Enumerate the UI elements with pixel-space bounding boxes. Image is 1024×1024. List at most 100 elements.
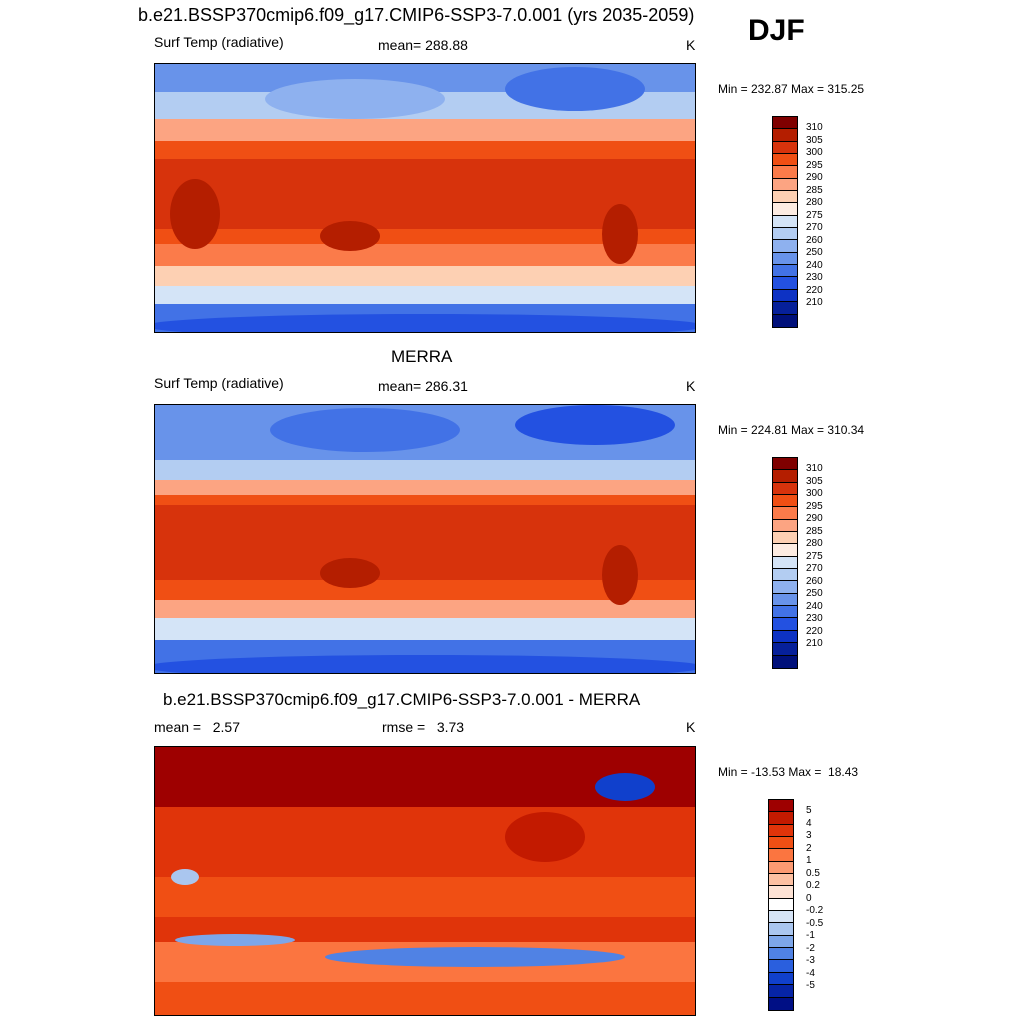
panel-3-north-america-warm: [505, 812, 585, 862]
colorbar-swatch: [769, 861, 793, 875]
colorbar-tick-label: 305: [806, 475, 823, 487]
panel-3-map: [154, 746, 696, 1016]
panel-3-colorbar: [768, 799, 794, 1011]
colorbar-swatch: [773, 265, 797, 278]
colorbar-tick-label: 210: [806, 297, 823, 309]
colorbar-tick-label: 0.2: [806, 880, 820, 892]
colorbar-swatch: [773, 277, 797, 290]
colorbar-swatch: [773, 618, 797, 631]
colorbar-tick-label: 280: [806, 538, 823, 550]
colorbar-swatch: [769, 911, 793, 924]
panel-2-siberia-cold: [270, 408, 460, 452]
colorbar-swatch: [773, 240, 797, 253]
colorbar-tick-label: 300: [806, 488, 823, 500]
colorbar-swatch: [773, 252, 797, 266]
panel-1-units: K: [686, 37, 696, 53]
colorbar-tick-label: 1: [806, 855, 812, 867]
colorbar-tick-label: 230: [806, 613, 823, 625]
panel-2-variable-label: Surf Temp (radiative): [154, 375, 284, 391]
colorbar-swatch: [769, 997, 793, 1010]
panel-3-africa-cold: [171, 869, 199, 885]
panel-1-range-label: Min = 232.87 Max = 315.25: [718, 82, 865, 96]
colorbar-swatch: [773, 203, 797, 216]
colorbar-swatch: [773, 519, 797, 533]
colorbar-tick-label: 260: [806, 234, 823, 246]
panel-1-canada-cold: [505, 67, 645, 111]
colorbar-tick-label: 230: [806, 272, 823, 284]
colorbar-tick-label: -1: [806, 930, 815, 942]
colorbar-swatch: [773, 581, 797, 594]
colorbar-swatch: [769, 960, 793, 973]
colorbar-tick-label: 260: [806, 575, 823, 587]
panel-3-units: K: [686, 719, 696, 735]
colorbar-tick-label: 305: [806, 134, 823, 146]
colorbar-swatch: [769, 824, 793, 838]
colorbar-swatch: [769, 874, 793, 887]
panel-1-mean-label: mean= 288.88: [378, 37, 468, 53]
colorbar-tick-label: 280: [806, 197, 823, 209]
panel-2-mean-label: mean= 286.31: [378, 378, 468, 394]
colorbar-tick-label: 275: [806, 550, 823, 562]
colorbar-swatch: [773, 532, 797, 545]
colorbar-tick-label: 290: [806, 172, 823, 184]
colorbar-tick-label: 270: [806, 222, 823, 234]
colorbar-tick-label: 295: [806, 159, 823, 171]
panel-1-variable-label: Surf Temp (radiative): [154, 34, 284, 50]
colorbar-swatch: [773, 593, 797, 607]
colorbar-tick-label: 295: [806, 500, 823, 512]
colorbar-swatch: [773, 117, 797, 130]
colorbar-swatch: [773, 215, 797, 229]
colorbar-swatch: [773, 129, 797, 142]
colorbar-tick-label: 0: [806, 892, 812, 904]
main-title: b.e21.BSSP370cmip6.f09_g17.CMIP6-SSP3-7.…: [138, 5, 695, 25]
colorbar-swatch: [769, 972, 793, 986]
panel-1-australia-warm: [320, 221, 380, 251]
colorbar-swatch: [773, 289, 797, 303]
colorbar-swatch: [773, 141, 797, 155]
colorbar-tick-label: 310: [806, 122, 823, 134]
colorbar-swatch: [773, 556, 797, 570]
colorbar-swatch: [769, 985, 793, 998]
panel-3-mean-label: mean = 2.57: [154, 719, 241, 735]
panel-1-siberia-cold: [265, 79, 445, 119]
colorbar-tick-label: 285: [806, 184, 823, 196]
panel-2-title: MERRA: [391, 347, 453, 366]
colorbar-tick-label: 4: [806, 817, 812, 829]
colorbar-swatch: [769, 812, 793, 825]
colorbar-tick-label: 250: [806, 247, 823, 259]
panel-2-range-label: Min = 224.81 Max = 310.34: [718, 423, 865, 437]
colorbar-swatch: [769, 898, 793, 912]
colorbar-swatch: [769, 935, 793, 949]
colorbar-tick-label: 310: [806, 463, 823, 475]
colorbar-swatch: [769, 849, 793, 862]
colorbar-tick-label: 0.5: [806, 867, 820, 879]
season-label: DJF: [748, 14, 805, 47]
colorbar-tick-label: 275: [806, 209, 823, 221]
colorbar-swatch: [769, 837, 793, 850]
colorbar-swatch: [773, 178, 797, 192]
colorbar-swatch: [773, 470, 797, 483]
panel-2-australia-warm: [320, 558, 380, 588]
panel-1-south-america-warm: [602, 204, 638, 264]
colorbar-tick-label: 210: [806, 638, 823, 650]
colorbar-swatch: [773, 544, 797, 557]
panel-1-antarctica-cold: [155, 314, 695, 332]
colorbar-tick-label: -2: [806, 942, 815, 954]
panel-3-title: b.e21.BSSP370cmip6.f09_g17.CMIP6-SSP3-7.…: [163, 690, 641, 709]
colorbar-tick-label: 240: [806, 600, 823, 612]
colorbar-swatch: [773, 302, 797, 315]
colorbar-tick-label: 285: [806, 525, 823, 537]
panel-3-range-label: Min = -13.53 Max = 18.43: [718, 765, 859, 779]
panel-3-rmse-label: rmse = 3.73: [382, 719, 465, 735]
colorbar-tick-label: 270: [806, 563, 823, 575]
colorbar-swatch: [773, 643, 797, 656]
colorbar-tick-label: 240: [806, 259, 823, 271]
panel-1-map: [154, 63, 696, 333]
panel-3-southern-ocean-cold-2: [175, 934, 295, 946]
colorbar-tick-label: -3: [806, 955, 815, 967]
colorbar-swatch: [769, 800, 793, 813]
colorbar-swatch: [769, 886, 793, 899]
colorbar-swatch: [773, 154, 797, 167]
colorbar-swatch: [769, 948, 793, 961]
colorbar-tick-label: 3: [806, 830, 812, 842]
